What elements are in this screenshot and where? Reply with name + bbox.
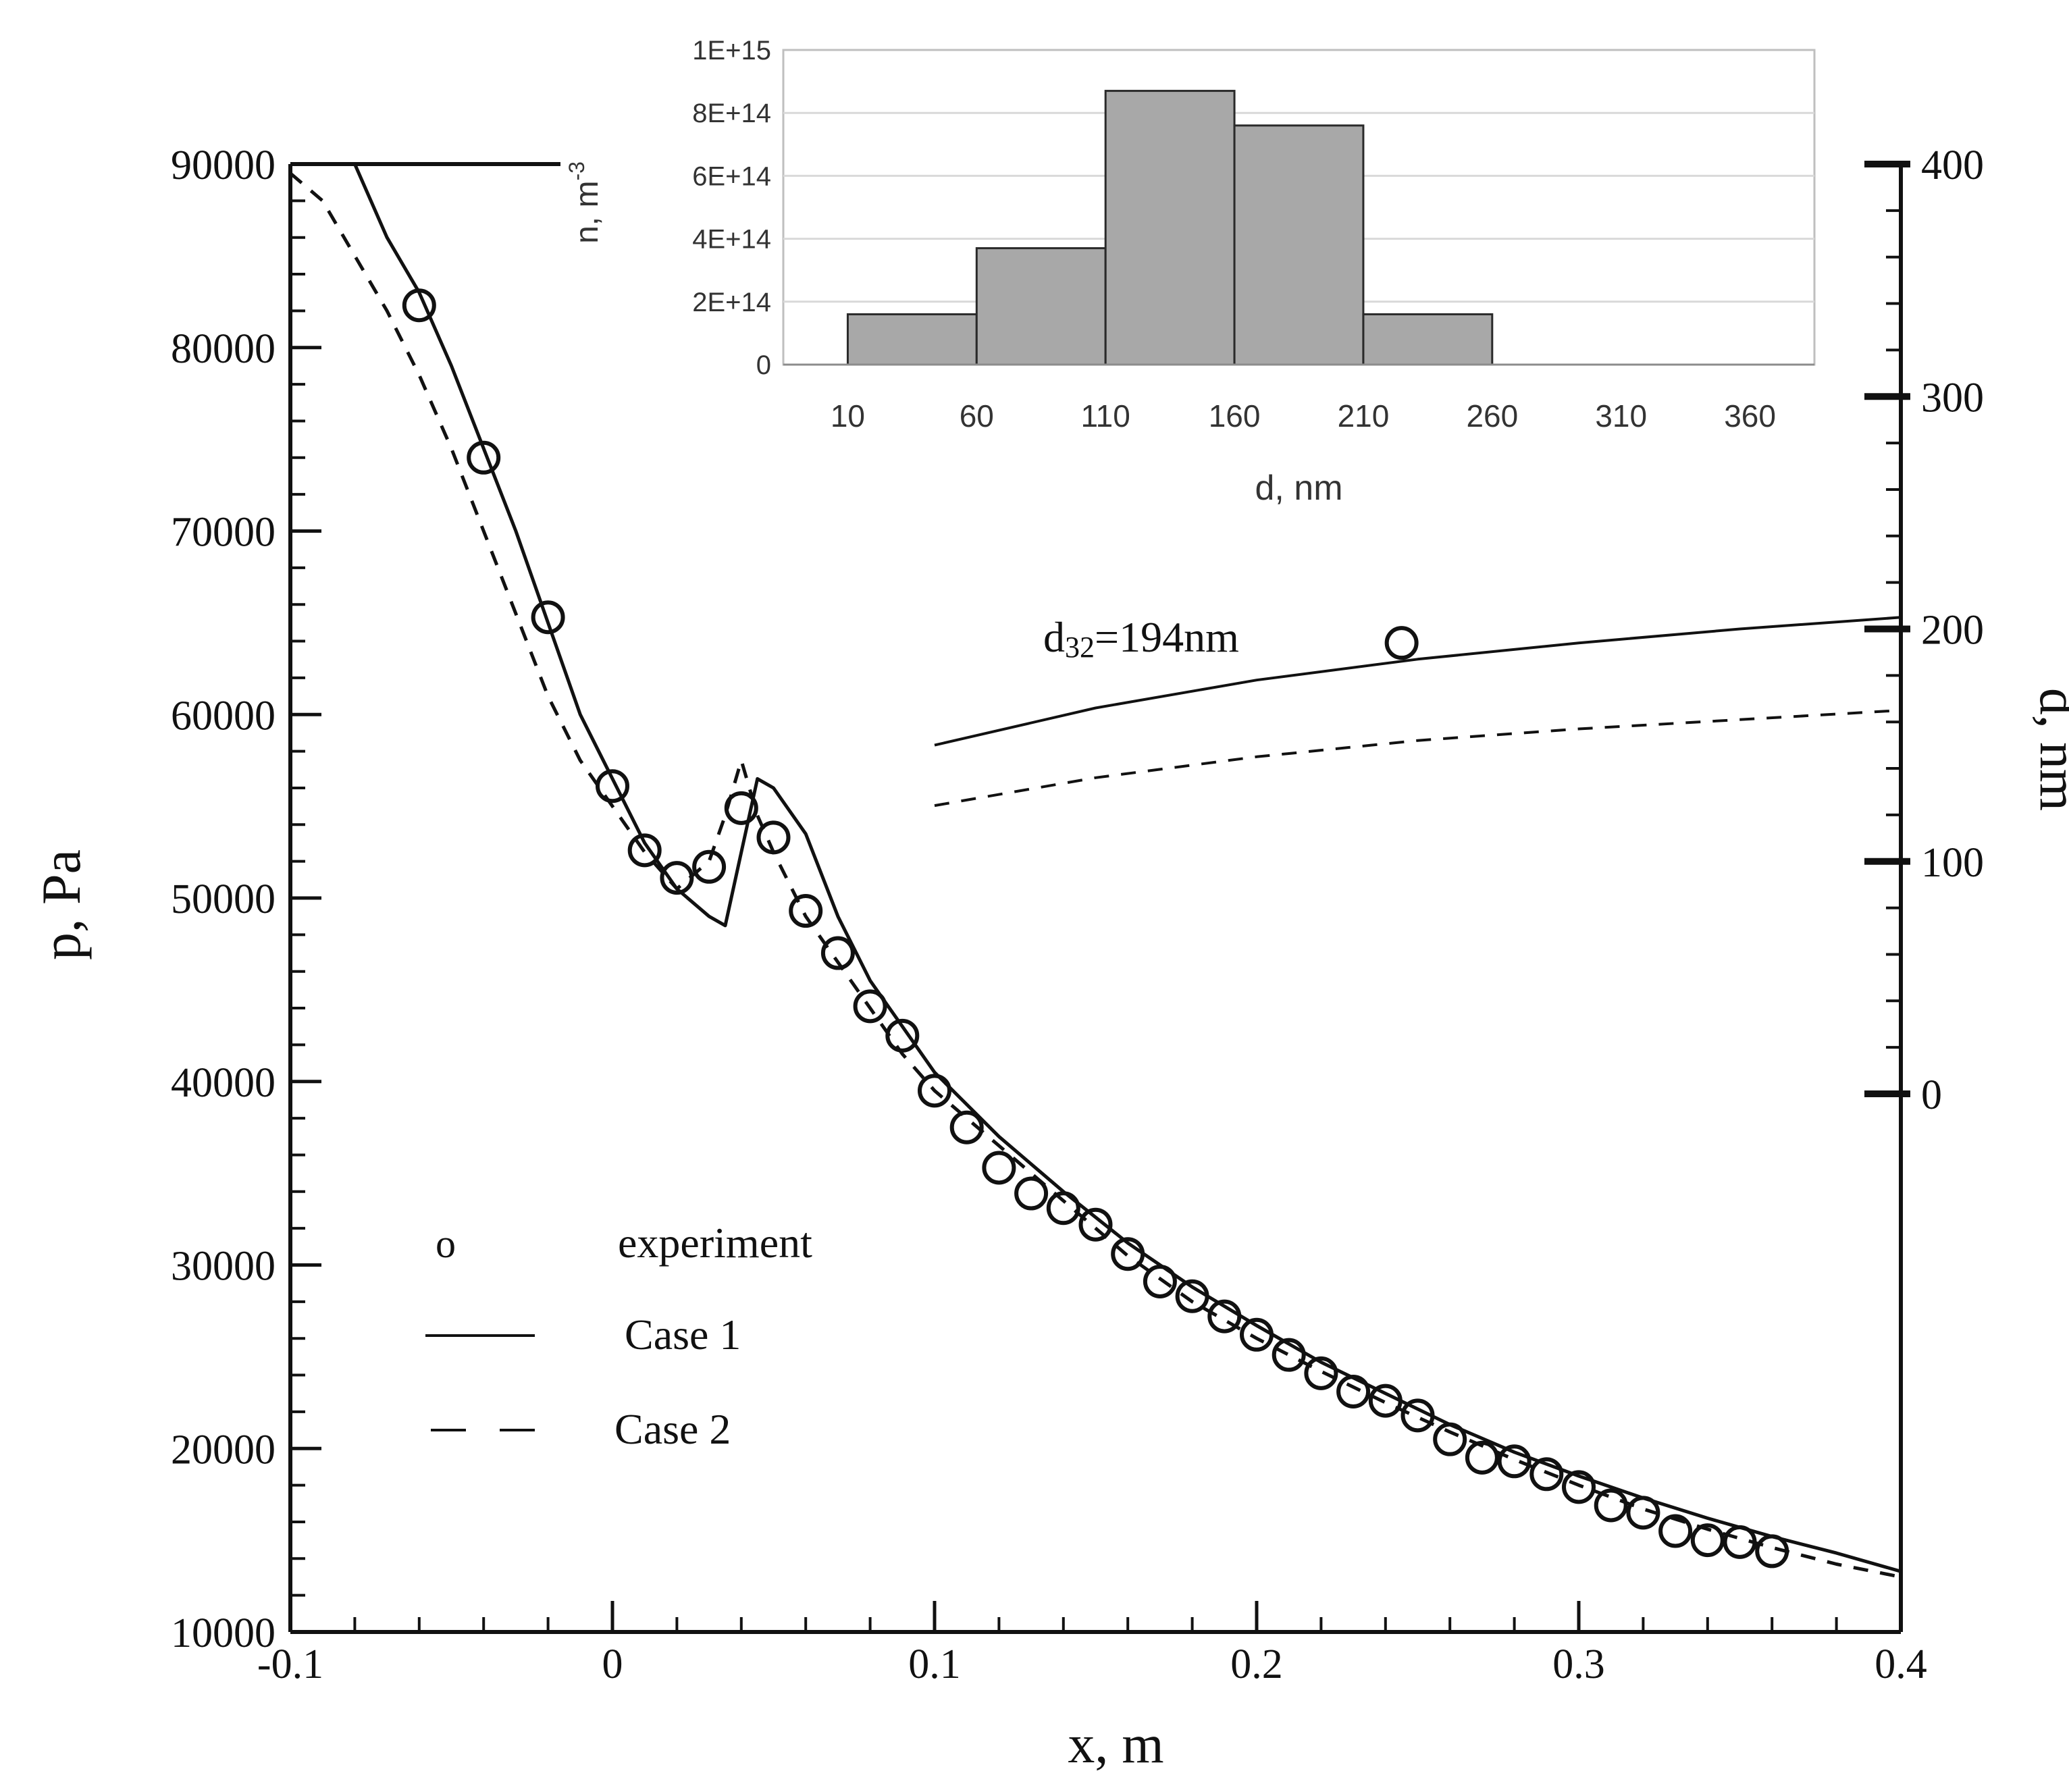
- experiment-point: [1384, 626, 1419, 660]
- legend-case1-label: Case 1: [625, 1311, 741, 1359]
- d32-prefix: d: [1043, 613, 1065, 661]
- y-tick-label: 90000: [171, 142, 276, 188]
- experiment-point: [853, 989, 887, 1024]
- experiment-point: [820, 936, 855, 970]
- experiment-point: [1272, 1338, 1306, 1372]
- experiment-point: [692, 849, 727, 884]
- y-axis-label: p, Pa: [30, 849, 92, 960]
- inset-y-tick-label: 0: [756, 350, 771, 380]
- y-tick-label: 80000: [171, 326, 276, 372]
- x-tick-label: 0.3: [1552, 1641, 1605, 1687]
- inset-histogram: 0 2E+14 4E+14 6E+14 8E+14 1E+15 10 60 110 160 210 2…: [565, 36, 1816, 508]
- case1-d-line: [934, 616, 1902, 747]
- x-tick-label: 0.2: [1230, 1641, 1283, 1687]
- legend-case2-label: Case 2: [614, 1405, 731, 1453]
- inset-bar: [1104, 90, 1236, 366]
- experiment-point: [467, 440, 501, 475]
- x-tick-label: -0.1: [257, 1641, 323, 1687]
- inset-bar: [1362, 313, 1494, 366]
- inset-x-tick-label: 160: [1209, 398, 1261, 433]
- inset-x-tick-label: 360: [1724, 398, 1776, 433]
- inset-x-tick-label: 310: [1595, 398, 1647, 433]
- y-tick-label: 10000: [171, 1610, 276, 1656]
- experiment-point: [1562, 1470, 1596, 1504]
- experiment-point: [1658, 1514, 1693, 1548]
- x-tick-label: 0: [602, 1641, 623, 1687]
- inset-y-label-superscript: -3: [565, 161, 589, 180]
- experiment-point: [1014, 1176, 1049, 1211]
- legend-experiment-marker: o: [436, 1221, 456, 1266]
- x-axis-label: x, m: [1068, 1715, 1163, 1774]
- experiment-point: [531, 600, 565, 635]
- x-tick-label: 0.4: [1875, 1641, 1927, 1687]
- experiment-point: [789, 894, 823, 928]
- y2-axis-label: d, nm: [2028, 688, 2069, 811]
- legend: o experiment Case 1 Case 2: [425, 1219, 812, 1453]
- d32-suffix: =194nm: [1095, 613, 1239, 661]
- case2-pressure-line: [289, 172, 1902, 1579]
- inset-x-axis-label: d, nm: [1255, 469, 1342, 508]
- experiment-point: [1529, 1457, 1564, 1492]
- experiment-point: [1078, 1207, 1113, 1242]
- experiment-point: [1304, 1356, 1338, 1390]
- y-tick-label: 60000: [171, 693, 276, 739]
- experiment-point: [982, 1151, 1016, 1185]
- y-tick-label: 30000: [171, 1244, 276, 1290]
- inset-y-tick-label: 4E+14: [692, 225, 771, 255]
- experiment-point: [918, 1074, 951, 1108]
- y2-tick-label: 400: [1921, 142, 1984, 188]
- y2-tick-label: 0: [1921, 1072, 1942, 1118]
- inset-x-tick-label: 10: [831, 398, 865, 433]
- inset-x-tick-label: 260: [1466, 398, 1518, 433]
- y-tick-label: 40000: [171, 1060, 276, 1106]
- inset-x-tick-label: 210: [1338, 398, 1390, 433]
- inset-y-tick-label: 6E+14: [692, 161, 771, 191]
- case2-d-line: [934, 709, 1902, 808]
- y2-tick-label: 200: [1921, 608, 1984, 654]
- inset-bar: [846, 313, 978, 366]
- inset-x-tick-label: 110: [1081, 398, 1130, 433]
- inset-y-tick-label: 2E+14: [692, 288, 771, 317]
- inset-x-tick-label: 60: [960, 398, 994, 433]
- case1-pressure-line: [353, 163, 1902, 1573]
- experiment-point: [1497, 1444, 1531, 1479]
- inset-y-axis-label: n, m-3: [565, 161, 605, 244]
- inset-y-label-main: n, m: [569, 181, 605, 244]
- y-tick-label: 70000: [171, 510, 276, 556]
- experiment-point: [627, 833, 662, 868]
- d32-subscript: 32: [1065, 631, 1095, 664]
- d32-annotation: d32=194nm: [1043, 613, 1239, 664]
- inset-y-tick-label: 8E+14: [692, 99, 771, 128]
- experiment-point: [949, 1110, 984, 1144]
- main-plot: -0.1 0 0.1 0.2 0.3 0.410000200003000040000500…: [30, 142, 2069, 1774]
- y-tick-label: 20000: [171, 1427, 276, 1473]
- inset-bar: [975, 247, 1107, 366]
- y2-tick-label: 300: [1921, 375, 1984, 421]
- inset-bar: [1233, 124, 1365, 366]
- x-tick-label: 0.1: [908, 1641, 961, 1687]
- experiment-point: [1690, 1523, 1725, 1558]
- experiment-point: [596, 769, 629, 803]
- inset-y-tick-label: 1E+15: [692, 36, 771, 65]
- y-tick-label: 50000: [171, 876, 276, 922]
- experiment-point: [1465, 1440, 1499, 1475]
- legend-experiment-label: experiment: [618, 1219, 812, 1267]
- experiment-point: [1594, 1488, 1628, 1523]
- y2-tick-label: 100: [1921, 840, 1984, 886]
